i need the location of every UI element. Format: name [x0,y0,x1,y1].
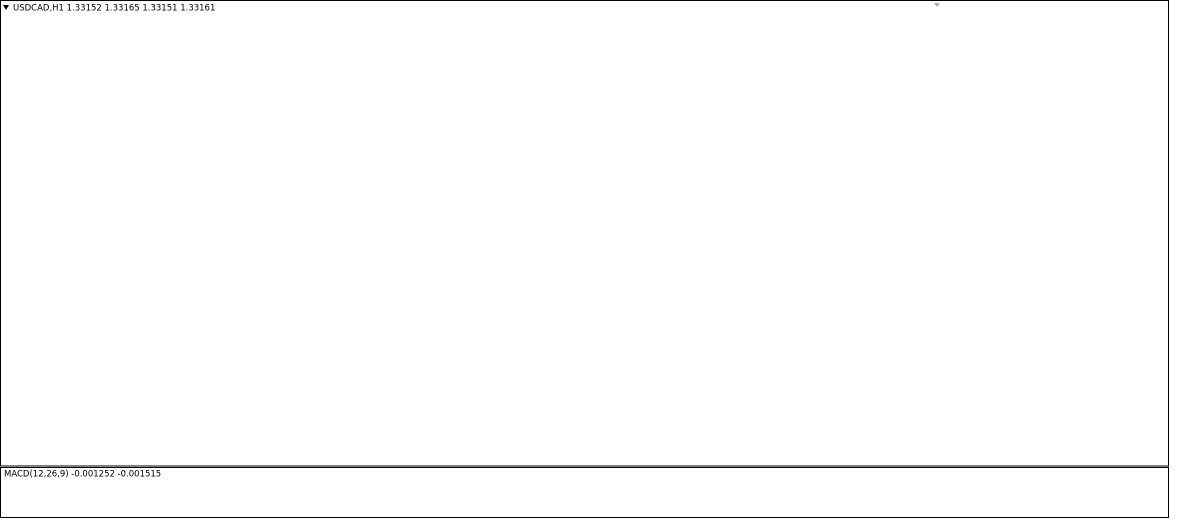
main-panel [0,0,1169,467]
label-layer: USDCAD,H1 1.33152 1.33165 1.33151 1.3316… [4,4,215,480]
chart-title: USDCAD,H1 1.33152 1.33165 1.33151 1.3316… [13,4,215,14]
macd-panel [0,467,1169,518]
menu-arrow[interactable] [3,5,9,10]
scroll-marker [934,3,940,7]
macd-title: MACD(12,26,9) -0.001252 -0.001515 [4,470,161,480]
